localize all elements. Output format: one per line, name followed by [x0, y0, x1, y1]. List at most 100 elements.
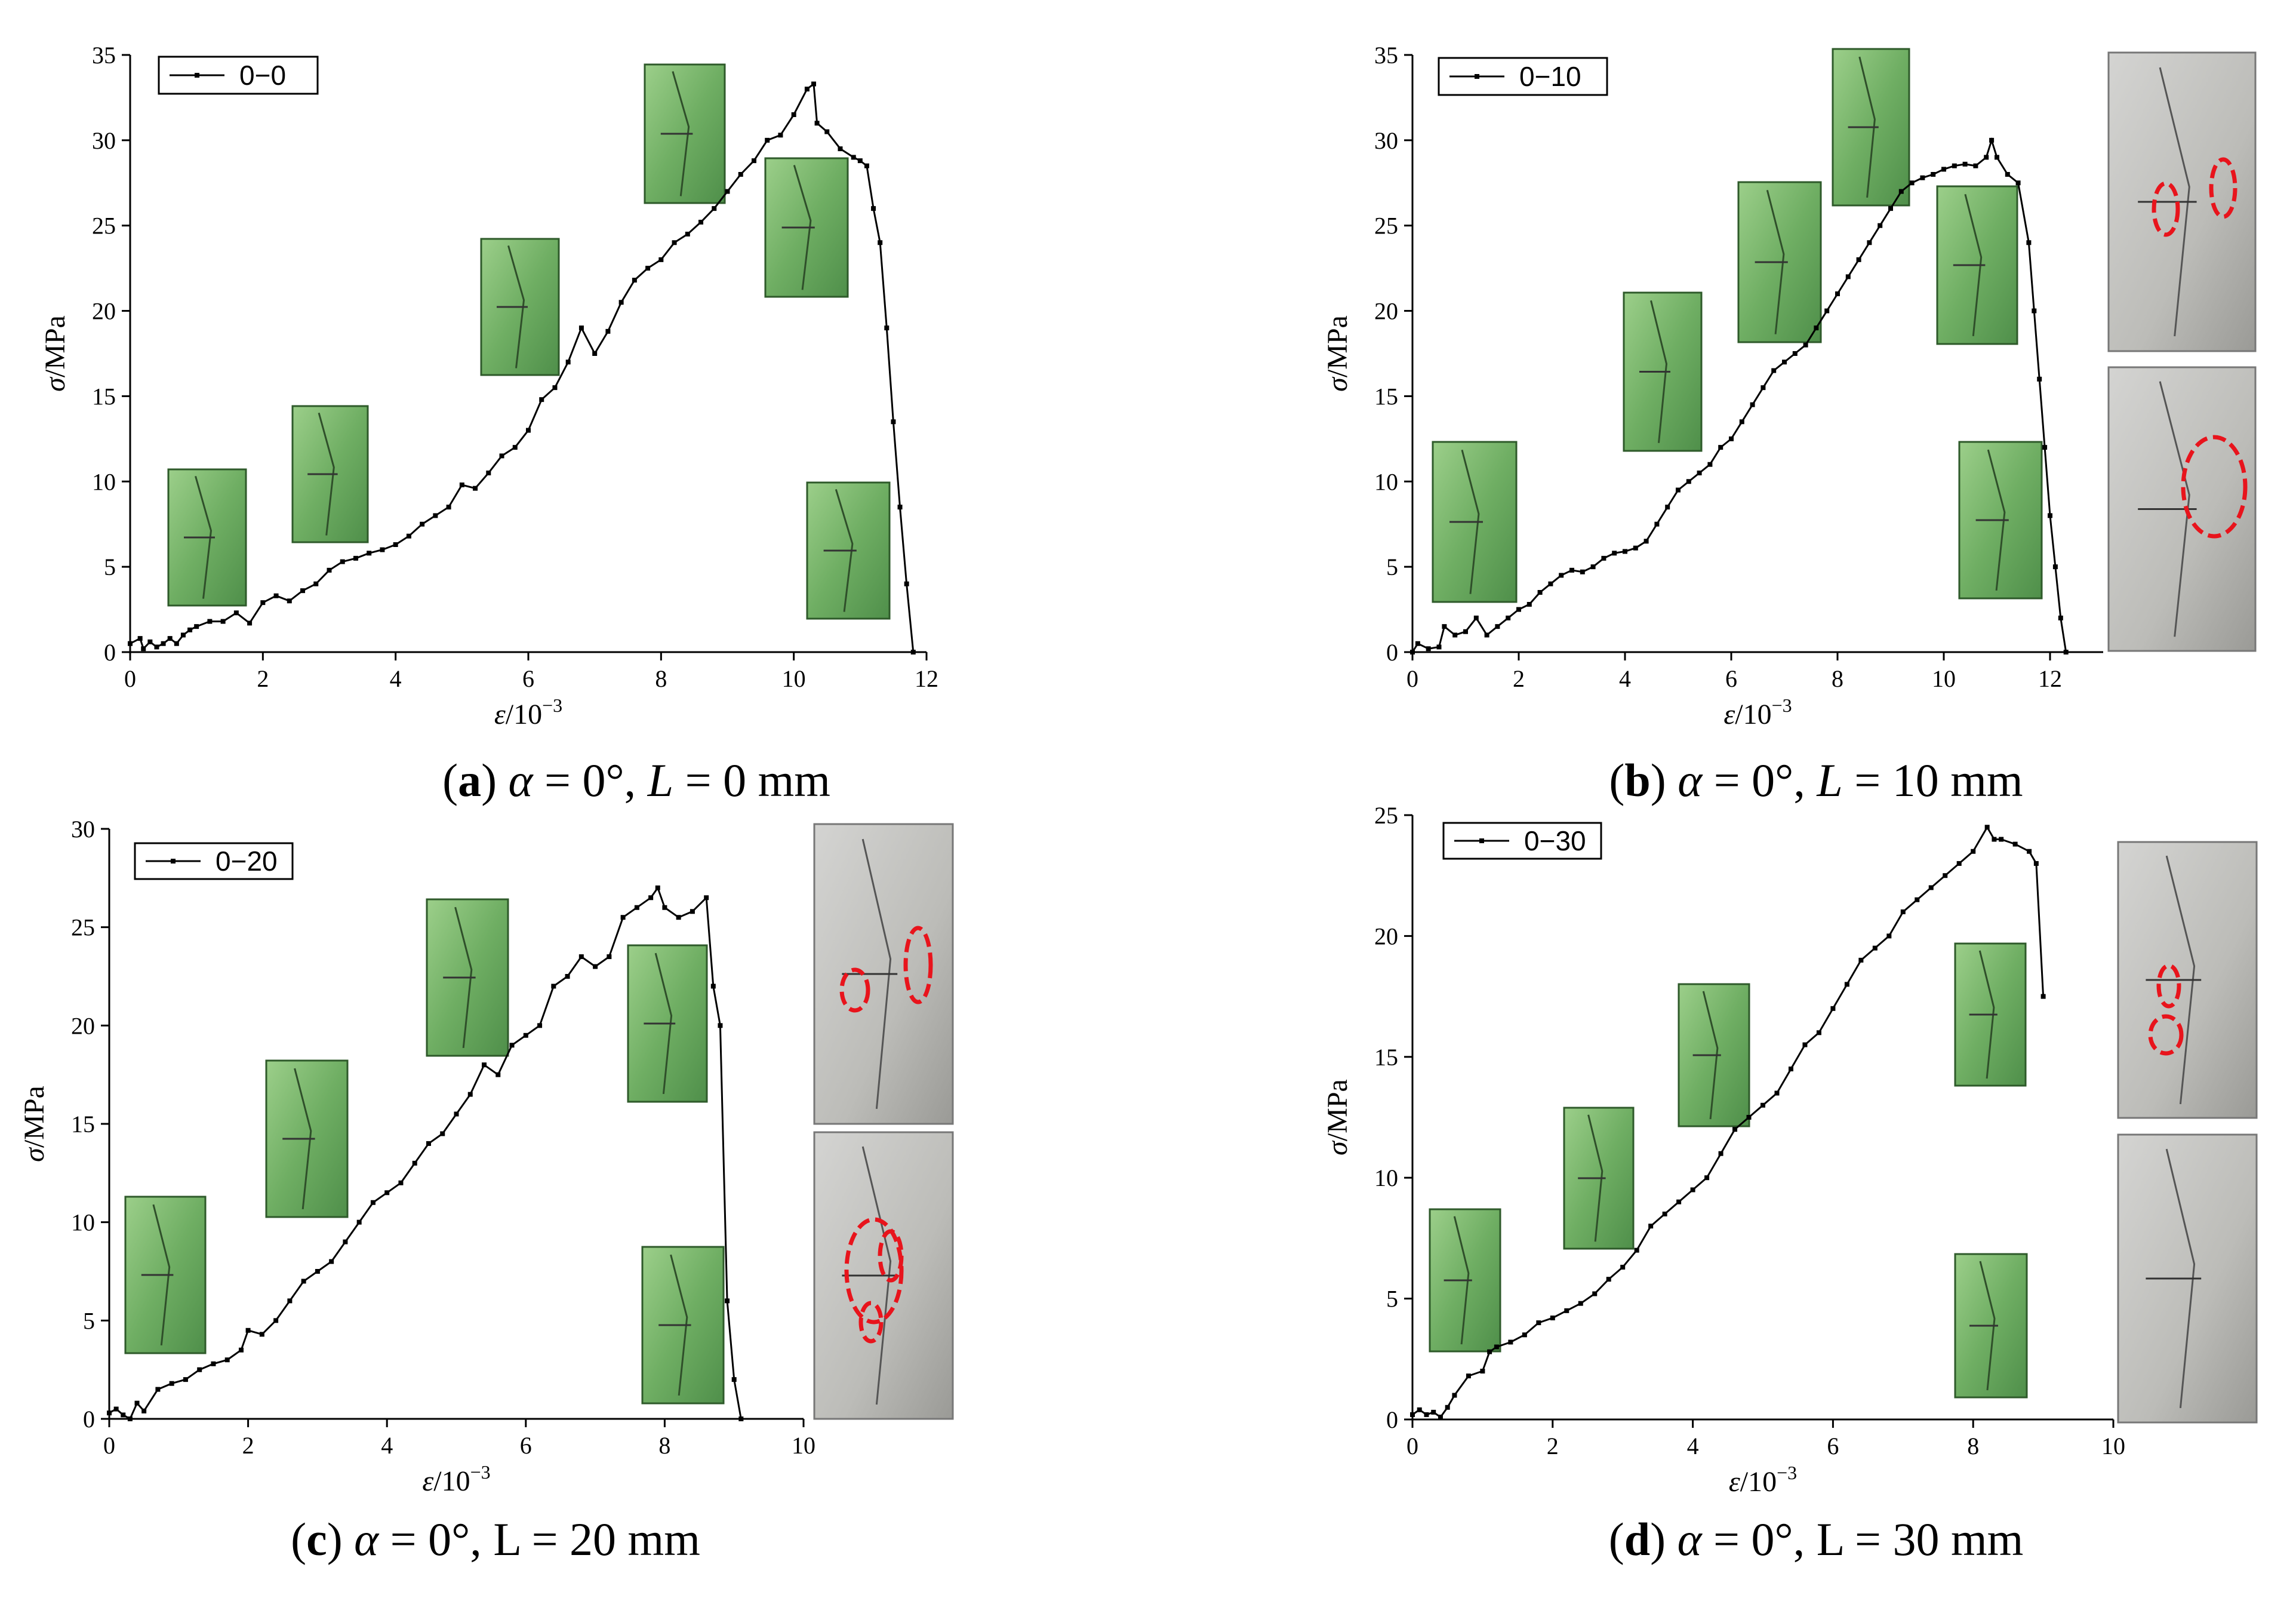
data-point	[672, 240, 677, 245]
data-point	[137, 636, 143, 641]
data-point	[1592, 1291, 1598, 1296]
data-point	[121, 1412, 126, 1418]
data-point	[287, 1298, 293, 1304]
data-point	[433, 513, 438, 518]
data-point	[367, 551, 372, 556]
data-point	[169, 1381, 174, 1386]
data-point	[751, 158, 756, 164]
data-point	[1878, 223, 1883, 228]
data-point	[2058, 615, 2063, 620]
x-tick-label: 0	[124, 665, 136, 692]
data-point	[765, 137, 770, 143]
data-point	[300, 588, 306, 594]
data-point	[1495, 624, 1500, 629]
crack-line	[1461, 450, 1480, 594]
data-point	[340, 559, 345, 564]
panel-b: 0 2 4 6 8 10 12 0 5 10 15 20 25 30 35 ε/10−3 σ/MPa 0−10	[1322, 42, 2257, 730]
data-point	[343, 1239, 348, 1244]
data-point	[1888, 206, 1893, 211]
crack-line	[294, 1068, 312, 1210]
data-point	[1746, 1115, 1752, 1120]
failure-photo	[2107, 366, 2257, 652]
data-point	[174, 641, 179, 646]
data-point	[910, 650, 916, 654]
data-point	[620, 915, 626, 920]
x-tick-label: 10	[782, 665, 806, 692]
data-point	[141, 646, 146, 652]
data-point	[1564, 1308, 1569, 1313]
crack-line	[1650, 300, 1668, 443]
data-point	[1676, 1199, 1682, 1204]
data-point	[1973, 163, 1978, 168]
data-point	[537, 1023, 543, 1028]
data-point	[2037, 376, 2042, 382]
data-point	[1452, 1393, 1457, 1398]
data-point	[1508, 1339, 1513, 1345]
specimen-photo	[1954, 1253, 2028, 1399]
data-point	[412, 1160, 417, 1166]
y-tick-label: 15	[71, 1111, 95, 1138]
crack-highlight-oval	[839, 967, 870, 1013]
y-tick-label: 25	[1374, 802, 1398, 829]
specimen-photo	[1832, 48, 1910, 207]
data-point	[1835, 291, 1840, 296]
crack-line	[670, 1254, 688, 1396]
data-point	[551, 984, 556, 989]
data-point	[1792, 351, 1798, 356]
data-point	[486, 471, 491, 475]
data-point	[1634, 1247, 1639, 1253]
data-point	[698, 220, 704, 225]
y-tick-label: 30	[1374, 127, 1398, 154]
data-point	[1971, 849, 1976, 854]
y-tick-label: 10	[1374, 468, 1398, 495]
data-point	[459, 483, 464, 487]
crack-line	[1702, 991, 1719, 1120]
data-point	[1417, 1407, 1422, 1412]
data-point	[1995, 155, 1999, 160]
x-tick-label: 10	[1932, 665, 1956, 692]
data-point	[565, 359, 571, 365]
data-point	[467, 1092, 473, 1097]
data-point	[2052, 564, 2058, 570]
data-point	[618, 300, 624, 305]
data-point	[634, 905, 639, 910]
data-point	[878, 240, 883, 245]
data-point	[1654, 521, 1660, 527]
data-point	[440, 1131, 445, 1136]
y-axis-title: σ/MPa	[1322, 315, 1353, 392]
data-point	[662, 905, 667, 910]
data-point	[1750, 402, 1755, 407]
crack-line	[793, 165, 812, 290]
data-point	[1536, 1320, 1541, 1326]
specimen-photo	[426, 898, 509, 1057]
crack-line	[861, 838, 892, 1110]
specimen-photo	[644, 63, 726, 204]
data-point	[1844, 982, 1849, 987]
specimen-photo	[1958, 441, 2043, 600]
y-tick-label: 15	[1374, 1044, 1398, 1071]
data-point	[2033, 861, 2039, 866]
data-point	[1436, 644, 1442, 650]
y-tick-label: 5	[1386, 1286, 1398, 1313]
failure-photo	[813, 823, 954, 1125]
data-point	[2048, 513, 2052, 518]
y-tick-label: 5	[1386, 554, 1398, 580]
specimen-photo	[1936, 185, 2018, 345]
data-point	[1466, 1373, 1471, 1379]
data-point	[1729, 436, 1734, 441]
data-point	[725, 1298, 730, 1304]
data-point	[247, 620, 253, 626]
data-point	[273, 593, 279, 598]
data-point	[1580, 569, 1585, 574]
data-point	[1487, 1349, 1492, 1354]
crack-line	[672, 71, 690, 196]
specimen-photo	[1429, 1208, 1501, 1353]
x-axis-title: ε/10−3	[494, 695, 562, 730]
crack-line	[195, 475, 213, 599]
data-point	[1816, 1030, 1821, 1035]
data-point	[1590, 564, 1596, 570]
data-point	[731, 1377, 737, 1382]
data-point	[2063, 650, 2069, 654]
failure-photo	[2117, 1133, 2258, 1424]
legend-marker	[171, 859, 176, 864]
